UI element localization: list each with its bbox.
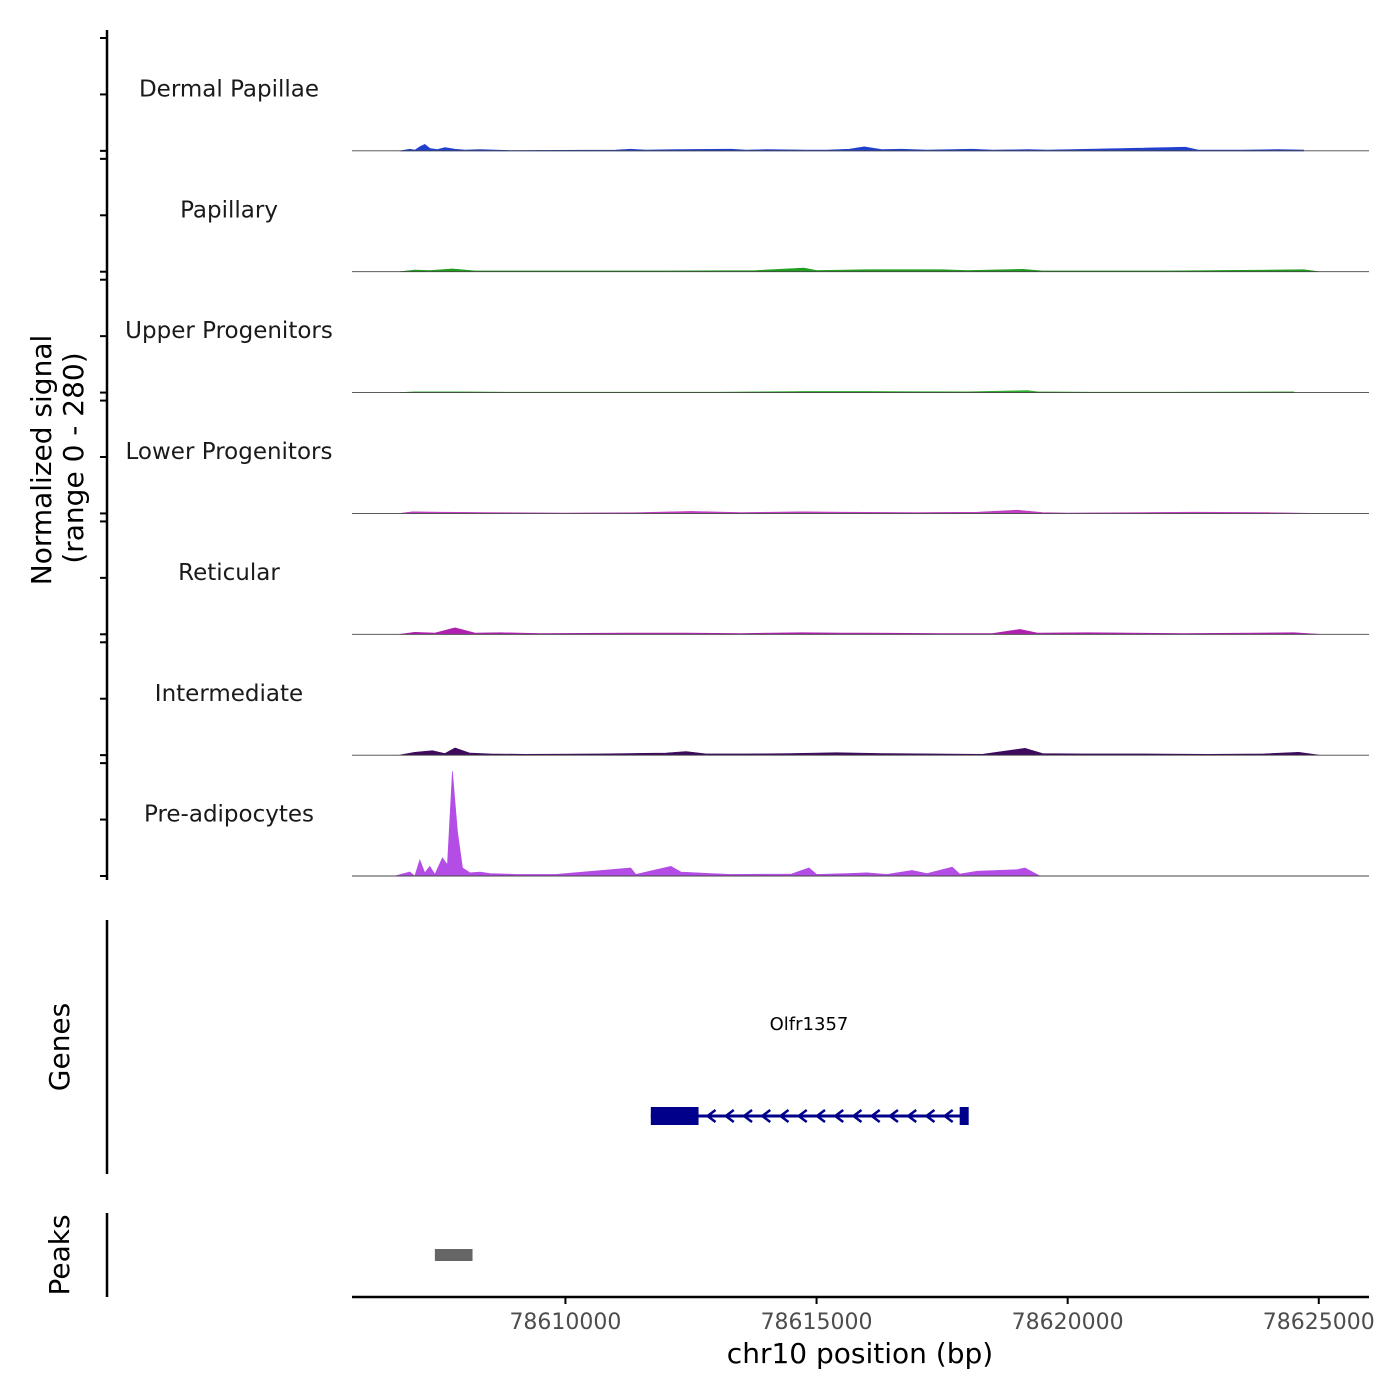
gene-strand-arrow [760, 1109, 772, 1123]
genes-panel-label: Genes [43, 1003, 76, 1091]
x-tick-label: 78610000 [509, 1310, 621, 1335]
x-tick-label: 78620000 [1012, 1310, 1124, 1335]
track-label: Papillary [180, 197, 278, 223]
gene-model [650, 1107, 969, 1125]
x-tick-label: 78615000 [761, 1310, 873, 1335]
gene-strand-arrow [851, 1109, 863, 1123]
gene-exon [959, 1107, 969, 1125]
gene-exon [650, 1107, 699, 1125]
coverage-y-ticks [100, 37, 107, 877]
gene-strand-arrow [833, 1109, 844, 1123]
track: Upper Progenitors [125, 318, 1369, 394]
gene-strand-arrow [796, 1109, 808, 1123]
gene-strand-arrow [924, 1109, 936, 1123]
track-label: Reticular [178, 560, 280, 586]
track-signal-area [399, 144, 1304, 152]
track-label: Lower Progenitors [126, 439, 333, 465]
gene-strand-arrow [814, 1109, 826, 1123]
track: Lower Progenitors [126, 439, 1369, 514]
track-label: Intermediate [155, 681, 303, 707]
gene-strand-arrow [723, 1109, 735, 1123]
gene-strand-arrow [741, 1109, 753, 1123]
track-signal-area [399, 627, 1319, 635]
track-label: Upper Progenitors [125, 318, 333, 344]
track: Reticular [178, 560, 1369, 635]
y-axis-title-line2: (range 0 - 280) [57, 352, 90, 563]
track: Intermediate [155, 681, 1369, 756]
coverage-tracks: Dermal Papillae Papillary Upper Progenitor… [125, 76, 1369, 877]
gene-strand-arrow [778, 1109, 790, 1123]
track-signal-area [399, 390, 1294, 393]
track-label: Pre-adipocytes [144, 802, 314, 828]
y-axis-title-line1: Normalized signal [25, 335, 58, 586]
track-signal-area [399, 747, 1319, 756]
track-signal-area [399, 509, 1319, 514]
track-signal-area [399, 267, 1319, 272]
x-axis-ticks: 78610000 78615000 78620000 78625000 [509, 1297, 1375, 1335]
peaks-panel-label: Peaks [43, 1214, 76, 1295]
track-signal-area [394, 771, 1041, 877]
track: Dermal Papillae [139, 76, 1369, 152]
gene-strand-arrow [869, 1109, 881, 1123]
x-tick-label: 78625000 [1263, 1310, 1375, 1335]
track: Pre-adipocytes [144, 771, 1369, 877]
gene-name-label: Olfr1357 [770, 1014, 849, 1035]
peak-region [434, 1249, 473, 1261]
track: Papillary [180, 197, 1369, 273]
peaks [434, 1249, 473, 1261]
gene-strand-arrow [942, 1109, 954, 1123]
gene-strand-arrow [906, 1109, 917, 1123]
gene-strand-arrow [887, 1109, 899, 1123]
gene-strand-arrow [705, 1109, 717, 1123]
track-label: Dermal Papillae [139, 76, 319, 102]
x-axis-title: chr10 position (bp) [727, 1337, 993, 1370]
